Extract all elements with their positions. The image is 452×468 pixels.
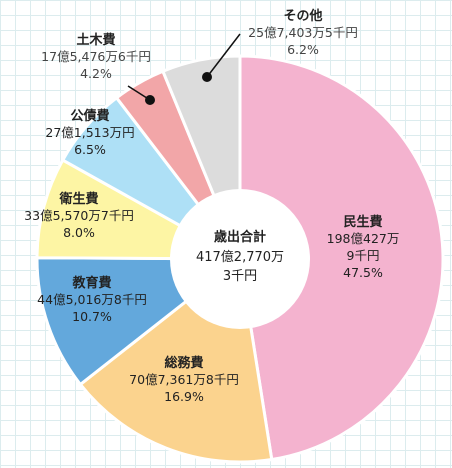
slice-amount: 44億5,016万8千円 [37,292,147,307]
center-label: 歳出合計 417億2,770万 3千円 [196,229,284,284]
slice-percent: 8.0% [63,225,95,240]
slice-percent: 10.7% [72,309,112,324]
leader-line [206,33,241,78]
leader-dot [202,72,212,82]
slice-amount: 198億427万 [327,231,400,246]
slice-amount: 25億7,403万5千円 [248,25,358,40]
slice-name: 土木費 [76,32,115,48]
slice-name: 総務費 [164,355,203,371]
donut-hole [170,189,310,329]
pie-slice [238,54,445,462]
slice-amount: 27億1,513万円 [45,125,134,140]
slice-percent: 16.9% [164,389,204,404]
slice-name: 教育費 [71,275,111,291]
slice-name: 公債費 [70,108,109,124]
slice-name: その他 [283,8,322,24]
slice-amount: 33億5,570万7千円 [24,208,134,223]
leader-lines [127,33,241,105]
slice-percent: 6.2% [287,42,319,57]
slice-name: 衛生費 [58,191,98,207]
slice-name: 民生費 [343,214,382,230]
center-total-line-2: 3千円 [223,269,257,284]
slice-percent: 4.2% [80,66,112,81]
slice-amount: 17億5,476万6千円 [41,49,151,64]
center-title: 歳出合計 [214,229,266,245]
slice-amount: 9千円 [347,248,380,263]
center-total-line-1: 417億2,770万 [196,249,284,265]
slice-amount: 70億7,361万8千円 [129,372,239,387]
slice-percent: 6.5% [74,142,106,157]
leader-dot [145,95,155,105]
slice-percent: 47.5% [343,265,383,280]
